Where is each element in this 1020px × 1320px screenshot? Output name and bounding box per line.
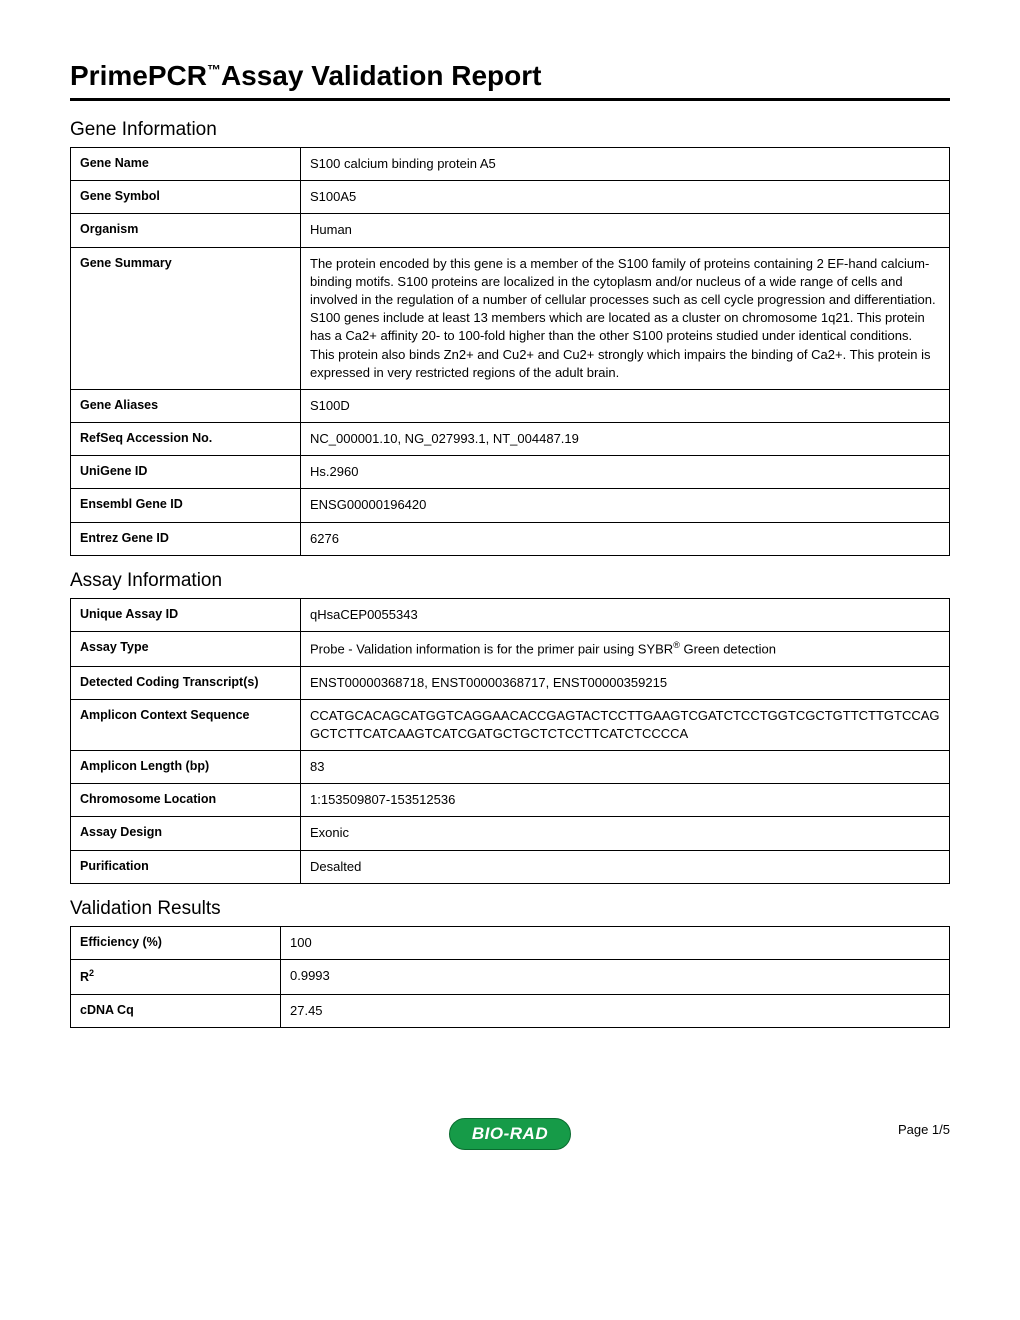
page-number: Page 1/5	[898, 1122, 950, 1137]
table-row: Entrez Gene ID 6276	[71, 522, 950, 555]
row-label: Amplicon Context Sequence	[71, 699, 301, 750]
table-row: cDNA Cq 27.45	[71, 994, 950, 1027]
row-label: Gene Symbol	[71, 181, 301, 214]
row-value: 83	[301, 751, 950, 784]
row-value: S100 calcium binding protein A5	[301, 148, 950, 181]
table-row: Amplicon Context Sequence CCATGCACAGCATG…	[71, 699, 950, 750]
table-row: Gene Symbol S100A5	[71, 181, 950, 214]
table-row: Ensembl Gene ID ENSG00000196420	[71, 489, 950, 522]
row-value: Hs.2960	[301, 456, 950, 489]
row-value: 1:153509807-153512536	[301, 784, 950, 817]
row-value: S100A5	[301, 181, 950, 214]
row-value: S100D	[301, 389, 950, 422]
row-value: qHsaCEP0055343	[301, 598, 950, 631]
row-value: 0.9993	[281, 960, 950, 995]
row-value: CCATGCACAGCATGGTCAGGAACACCGAGTACTCCTTGAA…	[301, 699, 950, 750]
table-row: Efficiency (%) 100	[71, 926, 950, 959]
row-value: Probe - Validation information is for th…	[301, 632, 950, 667]
title-rest: Assay Validation Report	[221, 60, 542, 91]
row-label: Assay Type	[71, 632, 301, 667]
row-label: Entrez Gene ID	[71, 522, 301, 555]
row-label: Amplicon Length (bp)	[71, 751, 301, 784]
title-trademark: ™	[207, 62, 221, 78]
assay-info-table: Unique Assay ID qHsaCEP0055343 Assay Typ…	[70, 598, 950, 884]
row-label: Unique Assay ID	[71, 598, 301, 631]
row-value: Desalted	[301, 850, 950, 883]
r-squared-label: R	[80, 970, 89, 984]
row-value: The protein encoded by this gene is a me…	[301, 247, 950, 389]
row-value: 27.45	[281, 994, 950, 1027]
row-label: Assay Design	[71, 817, 301, 850]
row-label: Ensembl Gene ID	[71, 489, 301, 522]
row-label: Organism	[71, 214, 301, 247]
row-label: Purification	[71, 850, 301, 883]
table-row: Gene Name S100 calcium binding protein A…	[71, 148, 950, 181]
table-row: Gene Aliases S100D	[71, 389, 950, 422]
table-row: Assay Design Exonic	[71, 817, 950, 850]
row-label: Detected Coding Transcript(s)	[71, 666, 301, 699]
table-row: R2 0.9993	[71, 960, 950, 995]
row-label: cDNA Cq	[71, 994, 281, 1027]
table-row: Amplicon Length (bp) 83	[71, 751, 950, 784]
row-label: Gene Aliases	[71, 389, 301, 422]
row-value: 6276	[301, 522, 950, 555]
bio-rad-logo: BIO-RAD	[449, 1118, 571, 1150]
row-label: RefSeq Accession No.	[71, 423, 301, 456]
registered-mark: ®	[673, 640, 680, 650]
row-value: ENST00000368718, ENST00000368717, ENST00…	[301, 666, 950, 699]
table-row: Gene Summary The protein encoded by this…	[71, 247, 950, 389]
r-squared-sup: 2	[89, 968, 94, 978]
table-row: Chromosome Location 1:153509807-15351253…	[71, 784, 950, 817]
title-main: PrimePCR	[70, 60, 207, 91]
section-header-results: Validation Results	[70, 898, 950, 920]
row-label: R2	[71, 960, 281, 995]
table-row: Assay Type Probe - Validation informatio…	[71, 632, 950, 667]
section-header-gene: Gene Information	[70, 119, 950, 141]
row-value: ENSG00000196420	[301, 489, 950, 522]
validation-results-table: Efficiency (%) 100 R2 0.9993 cDNA Cq 27.…	[70, 926, 950, 1028]
row-label: Gene Summary	[71, 247, 301, 389]
gene-info-table: Gene Name S100 calcium binding protein A…	[70, 147, 950, 556]
assay-type-post: Green detection	[680, 641, 776, 656]
row-value: 100	[281, 926, 950, 959]
row-value: Exonic	[301, 817, 950, 850]
table-row: Organism Human	[71, 214, 950, 247]
row-label: Chromosome Location	[71, 784, 301, 817]
assay-type-pre: Probe - Validation information is for th…	[310, 641, 673, 656]
row-value: Human	[301, 214, 950, 247]
row-value: NC_000001.10, NG_027993.1, NT_004487.19	[301, 423, 950, 456]
table-row: Purification Desalted	[71, 850, 950, 883]
row-label: Efficiency (%)	[71, 926, 281, 959]
table-row: Unique Assay ID qHsaCEP0055343	[71, 598, 950, 631]
report-title: PrimePCR™Assay Validation Report	[70, 60, 950, 101]
table-row: RefSeq Accession No. NC_000001.10, NG_02…	[71, 423, 950, 456]
table-row: Detected Coding Transcript(s) ENST000003…	[71, 666, 950, 699]
table-row: UniGene ID Hs.2960	[71, 456, 950, 489]
row-label: UniGene ID	[71, 456, 301, 489]
page-footer: BIO-RAD Page 1/5	[70, 1118, 950, 1150]
section-header-assay: Assay Information	[70, 570, 950, 592]
row-label: Gene Name	[71, 148, 301, 181]
